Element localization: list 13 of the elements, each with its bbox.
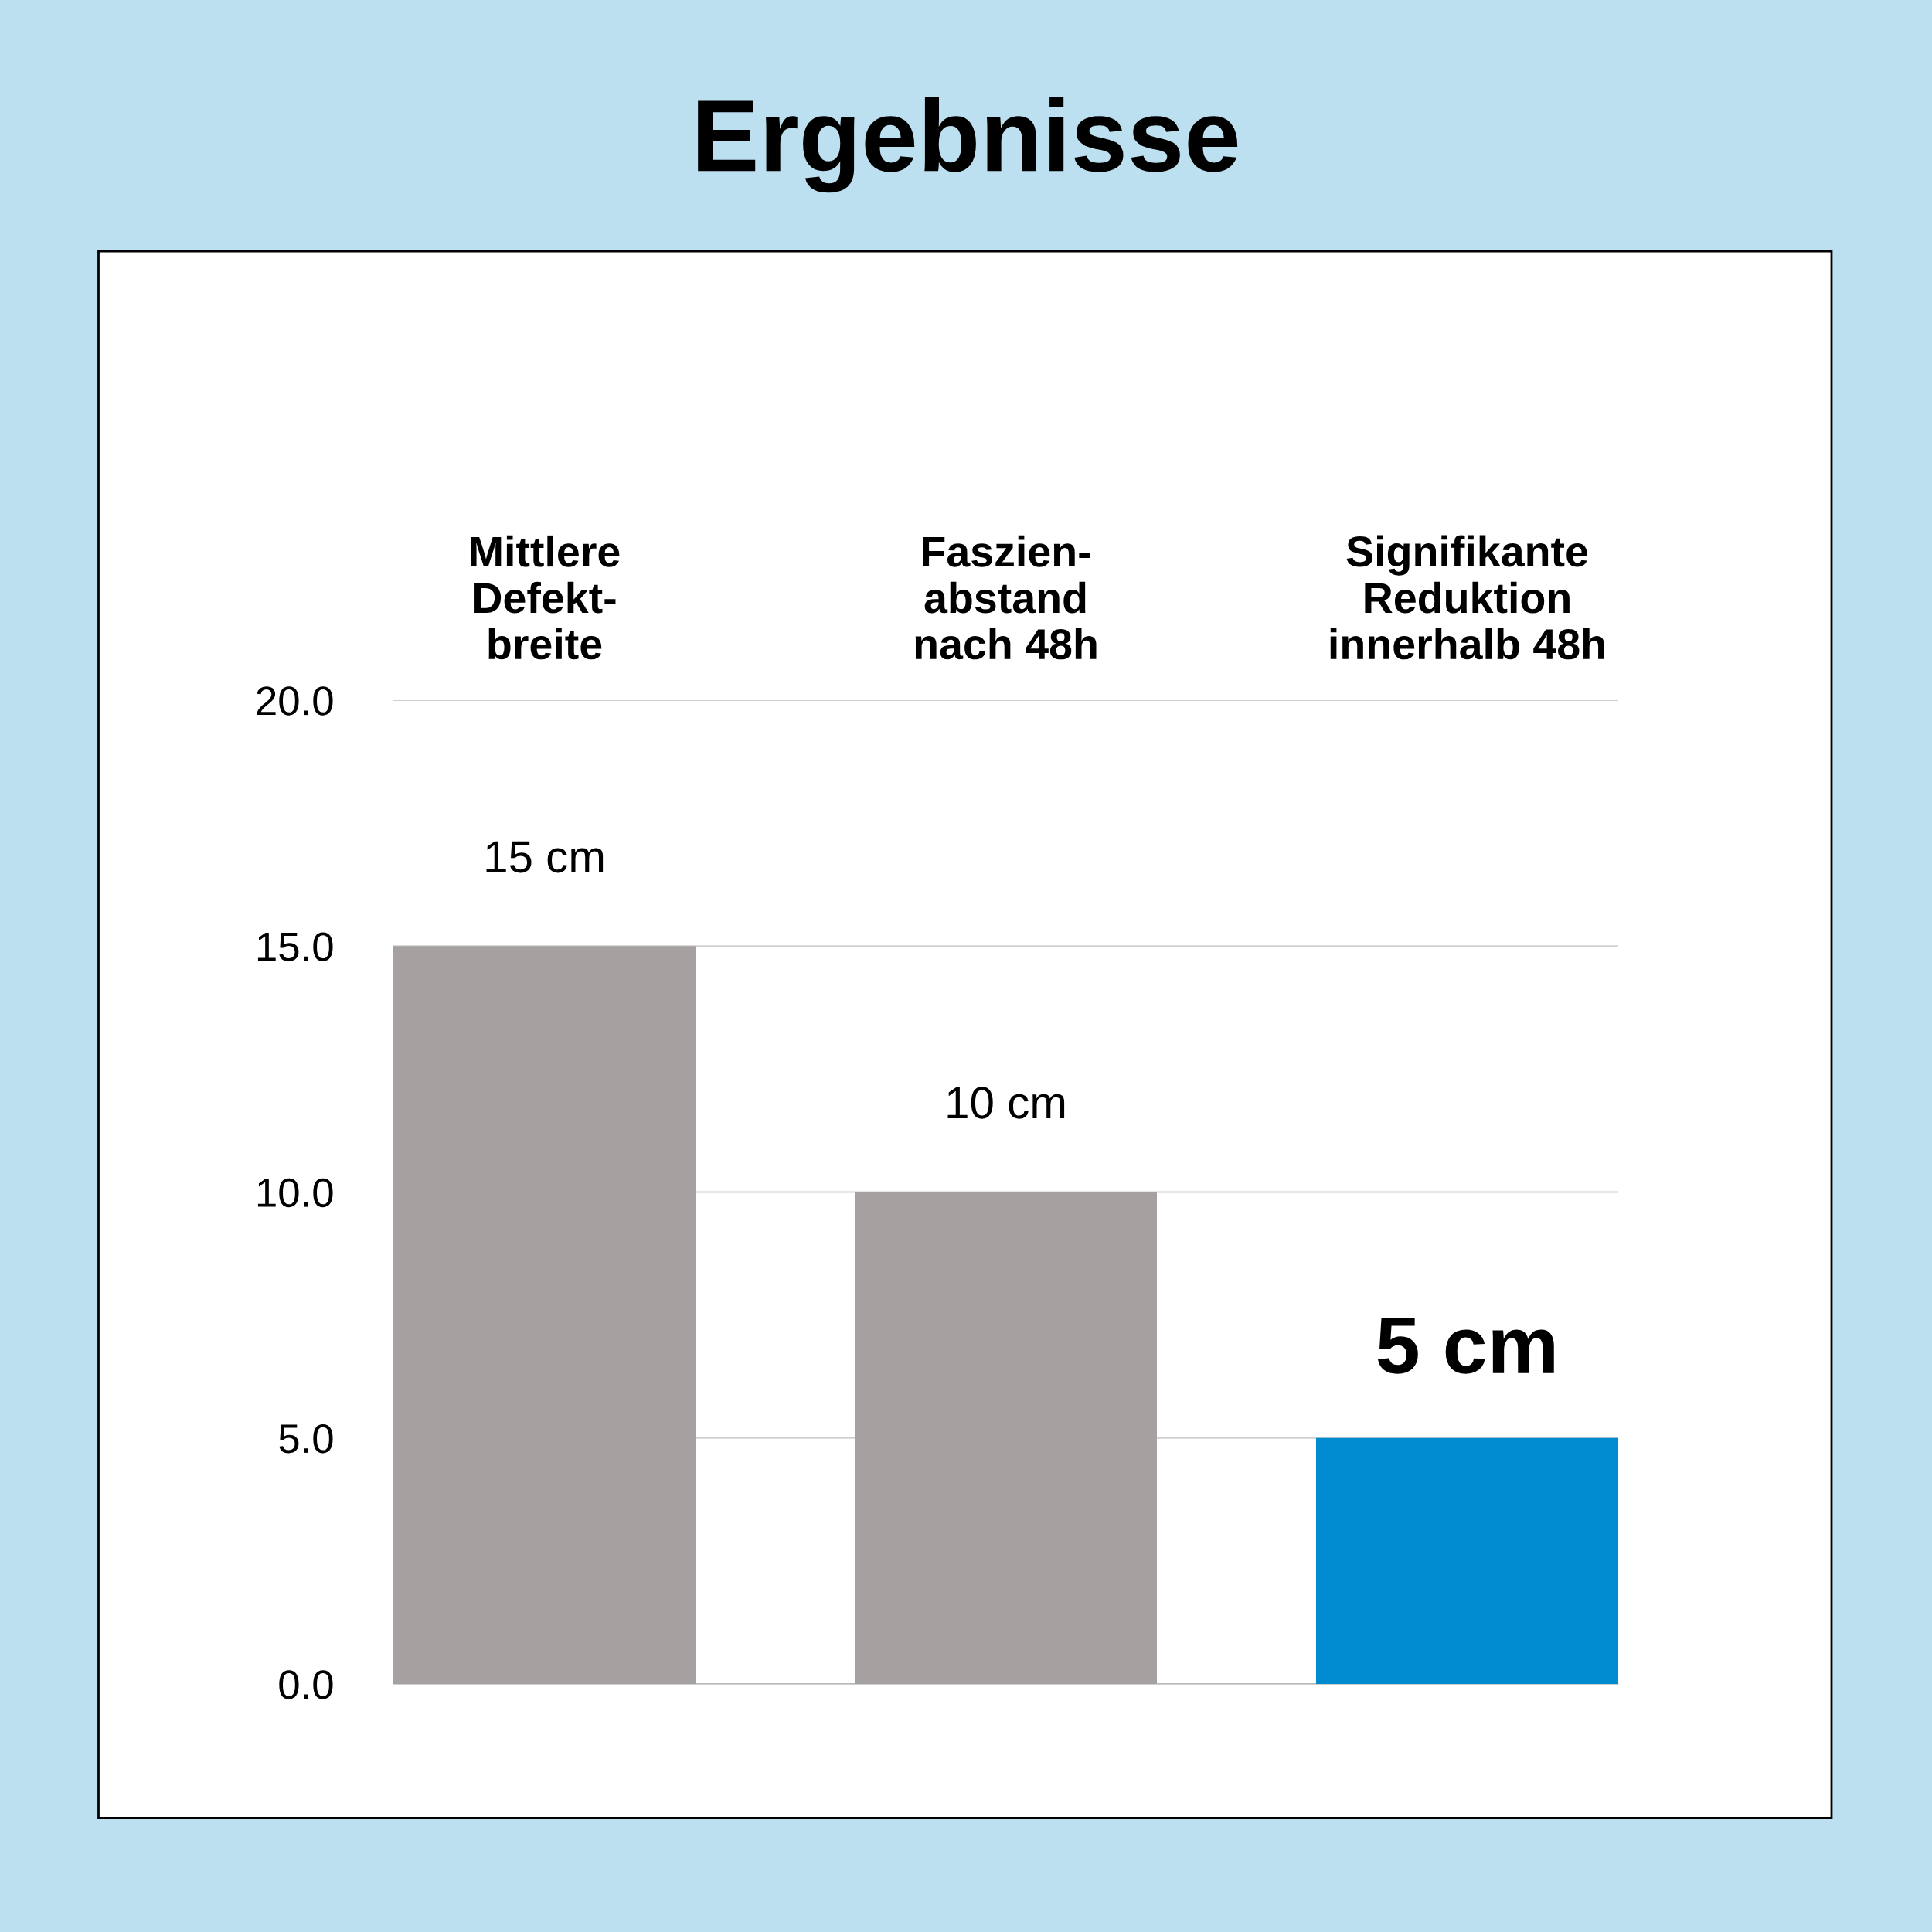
data-label: 5 cm <box>1377 1317 1554 1374</box>
bar <box>1315 1437 1618 1684</box>
y-tick-label: 10.0 <box>257 1178 333 1208</box>
y-tick-label: 5.0 <box>279 1424 333 1454</box>
data-label: 15 cm <box>486 841 604 873</box>
x-tick-label: Mittlere Defekt- breite <box>471 535 620 660</box>
y-tick-label: 15.0 <box>257 932 333 961</box>
data-label: 10 cm <box>947 1087 1065 1119</box>
chart-title: Ergebnisse <box>698 97 1238 193</box>
y-tick-label: 20.0 <box>257 686 333 716</box>
x-tick-label: Signifikante Reduktion innerhalb 48h <box>1330 535 1604 660</box>
y-tick-label: 0.0 <box>279 1670 333 1699</box>
x-tick-label: Faszien- abstand nach 48h <box>915 535 1097 660</box>
